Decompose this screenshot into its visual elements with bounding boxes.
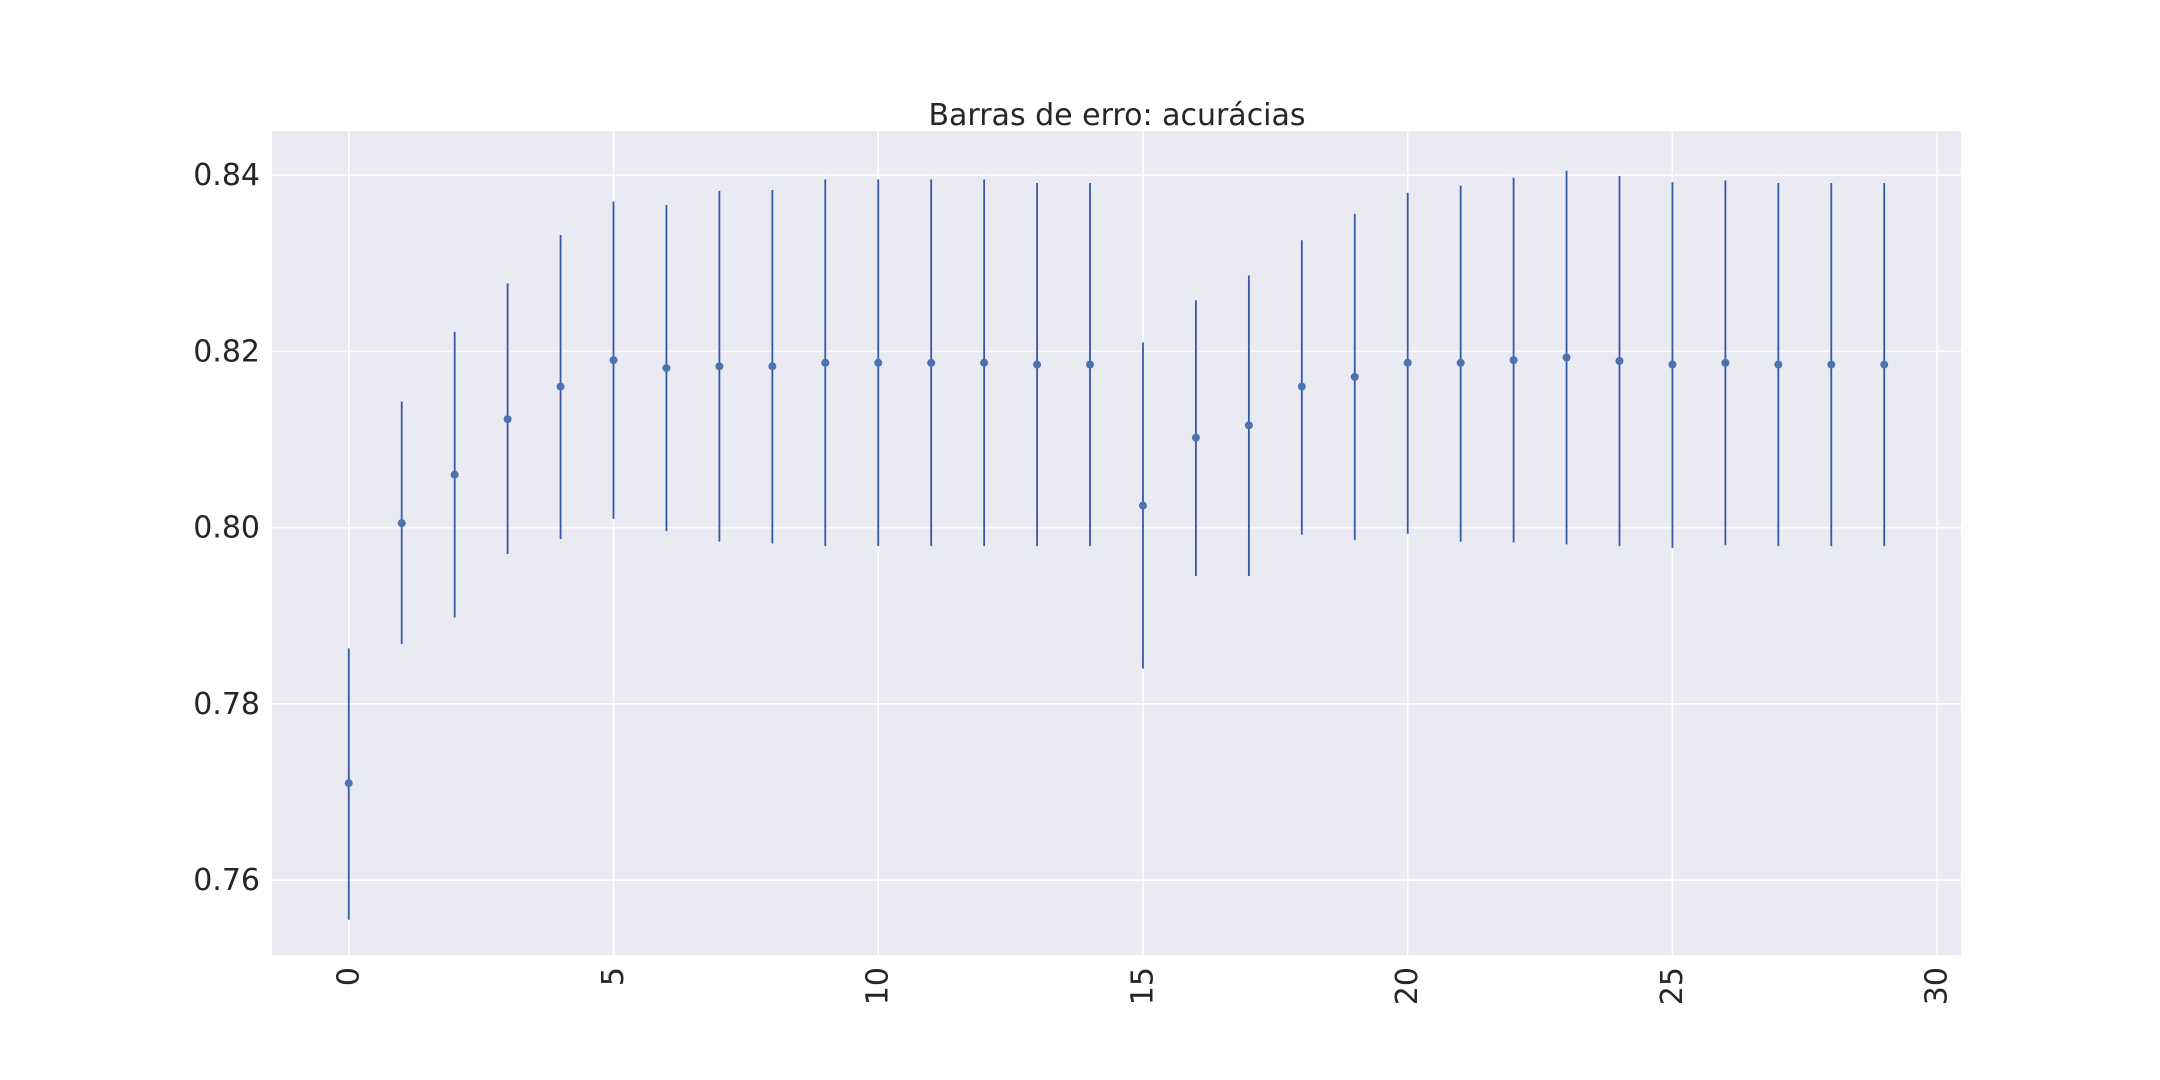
x-tick-label: 25	[1655, 967, 1690, 1005]
data-point	[821, 358, 830, 367]
data-point	[344, 779, 353, 788]
x-tick-label: 5	[596, 967, 631, 986]
data-point	[1615, 357, 1624, 366]
x-tick-label: 20	[1390, 967, 1425, 1005]
data-point	[1668, 360, 1677, 369]
y-axis-ticks: 0.76 0.78 0.80 0.82 0.84	[193, 158, 260, 898]
x-tick-label: 10	[861, 967, 896, 1005]
x-tick-label: 30	[1920, 967, 1955, 1005]
data-point	[874, 358, 883, 367]
data-point	[715, 362, 724, 371]
x-tick-label: 0	[331, 967, 366, 986]
data-point	[1774, 360, 1783, 369]
data-point	[662, 364, 671, 373]
data-point	[503, 415, 512, 424]
data-point	[1509, 356, 1518, 365]
data-point	[1880, 360, 1889, 369]
data-point	[1138, 501, 1147, 510]
chart-title: Barras de erro: acurácias	[928, 98, 1305, 133]
data-point	[1403, 358, 1412, 367]
data-point	[1721, 358, 1730, 367]
data-point	[768, 362, 777, 371]
data-points	[344, 353, 1889, 788]
y-tick-label: 0.76	[193, 863, 260, 898]
data-point	[1086, 360, 1095, 369]
data-point	[1350, 372, 1359, 381]
x-tick-label: 15	[1125, 967, 1160, 1005]
data-point	[1297, 382, 1306, 391]
data-point	[1562, 353, 1571, 362]
data-point	[450, 470, 459, 479]
y-tick-label: 0.82	[193, 334, 260, 369]
data-point	[397, 519, 406, 528]
y-tick-label: 0.80	[193, 511, 260, 546]
data-point	[927, 358, 936, 367]
data-point	[1827, 360, 1836, 369]
data-point	[1033, 360, 1042, 369]
x-axis-ticks: 0 5 10 15 20 25 30	[331, 967, 1954, 1005]
data-point	[1244, 421, 1253, 430]
plot-area	[272, 131, 1961, 955]
data-point	[980, 358, 989, 367]
y-tick-label: 0.84	[193, 158, 260, 193]
y-tick-label: 0.78	[193, 687, 260, 722]
data-point	[1191, 433, 1200, 442]
data-point	[609, 356, 618, 365]
data-point	[1456, 358, 1465, 367]
data-point	[556, 382, 565, 391]
